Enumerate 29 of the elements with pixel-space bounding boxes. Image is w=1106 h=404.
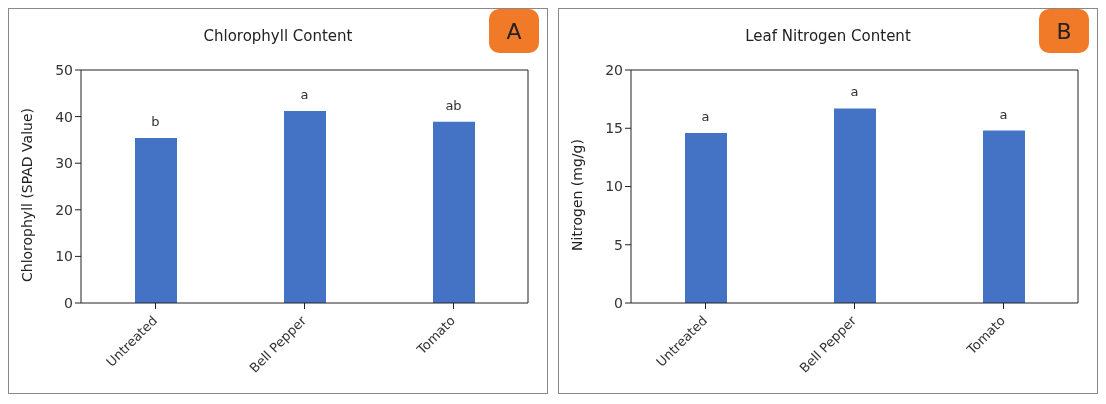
chart-title: Chlorophyll Content: [203, 27, 353, 45]
y-tick-label: 0: [614, 294, 623, 311]
bar: [284, 111, 326, 303]
annotation: a: [850, 84, 859, 100]
y-tick-label: 5: [614, 236, 623, 253]
annotation: ab: [445, 97, 462, 113]
y-axis-title: Nitrogen (mg/g): [569, 139, 585, 251]
y-tick-label: 20: [55, 201, 73, 218]
bar: [135, 138, 177, 303]
text: A: [489, 9, 539, 53]
y-tick-label: 15: [605, 120, 623, 137]
y-axis-title: Chlorophyll (SPAD Value): [19, 107, 35, 283]
bar: [685, 132, 727, 303]
y-tick-label: 10: [55, 248, 73, 265]
bar: [834, 108, 876, 303]
annotation: b: [151, 114, 160, 130]
y-tick-label: 20: [605, 61, 623, 78]
y-tick-label: 50: [55, 61, 73, 78]
annotation: a: [300, 87, 309, 103]
y-tick-label: 0: [64, 294, 73, 311]
annotation: a: [701, 108, 710, 124]
chart-title: Leaf Nitrogen Content: [745, 27, 911, 45]
bar: [433, 121, 475, 303]
text: B: [1039, 9, 1089, 53]
annotation: a: [999, 106, 1008, 122]
y-tick-label: 10: [605, 178, 623, 195]
y-tick-label: 40: [55, 108, 73, 125]
y-tick-label: 30: [55, 155, 73, 172]
bar: [983, 130, 1025, 303]
